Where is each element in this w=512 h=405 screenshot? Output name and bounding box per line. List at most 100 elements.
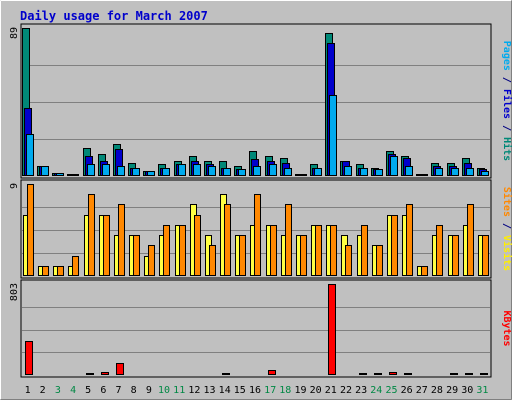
x-tick-day-19: 19 (294, 385, 306, 396)
x-tick-day-14: 14 (219, 385, 231, 396)
bar-kbytes-day-5 (86, 373, 94, 375)
x-tick-day-1: 1 (25, 385, 31, 396)
series-kbytes (25, 284, 488, 375)
bar-pages-day-23 (360, 168, 368, 176)
x-tick-day-8: 8 (131, 385, 137, 396)
panel-legend: KBytes (501, 310, 512, 346)
bar-pages-day-8 (132, 168, 140, 176)
x-tick-day-31: 31 (476, 385, 488, 396)
legend-entry-0: KBytes (501, 310, 512, 346)
x-tick-day-4: 4 (70, 385, 76, 396)
bar-pages-day-17 (269, 164, 277, 176)
bar-pages-day-7 (117, 166, 125, 176)
bar-pages-day-4 (71, 174, 79, 176)
bar-kbytes-day-31 (480, 373, 488, 375)
bar-sites-day-7 (118, 204, 125, 276)
bar-pages-day-21 (329, 95, 337, 176)
x-tick-day-22: 22 (340, 385, 352, 396)
bar-kbytes-day-29 (450, 373, 458, 375)
x-tick-day-17: 17 (264, 385, 276, 396)
y-max-label: 803 (9, 283, 20, 301)
bar-sites-day-23 (361, 225, 368, 276)
bar-sites-day-26 (406, 204, 413, 276)
bar-kbytes-day-25 (389, 372, 397, 375)
y-max-label: 9 (9, 183, 20, 189)
bar-sites-day-24 (376, 245, 383, 276)
bar-sites-day-22 (345, 245, 352, 276)
bar-kbytes-day-26 (404, 373, 412, 375)
bar-pages-day-20 (314, 168, 322, 176)
bar-pages-day-11 (178, 164, 186, 176)
bar-sites-day-13 (209, 245, 216, 276)
legend-entry-2: Visits (501, 235, 512, 271)
x-tick-day-10: 10 (158, 385, 170, 396)
x-tick-day-28: 28 (431, 385, 443, 396)
chart-panels: 89 Pages / Files / Hits 9 Sites / Visits 803… (9, 23, 512, 378)
bar-pages-day-5 (87, 164, 95, 176)
hits_panel: 89 Pages / Files / Hits (9, 23, 512, 179)
x-tick-day-24: 24 (370, 385, 382, 396)
x-tick-day-15: 15 (234, 385, 246, 396)
bar-pages-day-12 (193, 164, 201, 176)
legend-entry-1: / (501, 217, 512, 235)
y-max-label: 89 (9, 27, 20, 39)
bar-sites-day-27 (421, 266, 428, 276)
bar-sites-day-8 (133, 235, 140, 276)
x-tick-day-29: 29 (446, 385, 458, 396)
bar-pages-day-19 (299, 174, 307, 176)
bar-pages-day-25 (390, 156, 398, 176)
bar-kbytes-day-21 (328, 284, 336, 375)
bar-pages-day-14 (223, 168, 231, 176)
bar-pages-day-13 (208, 166, 216, 176)
bar-sites-day-15 (239, 235, 246, 276)
x-tick-day-7: 7 (115, 385, 121, 396)
bar-kbytes-day-17 (268, 370, 276, 375)
bar-sites-day-6 (103, 215, 110, 276)
legend-entry-3: / (501, 119, 512, 137)
x-tick-day-3: 3 (55, 385, 61, 396)
bar-sites-day-2 (42, 266, 49, 276)
panel-legend: Sites / Visits (501, 187, 512, 271)
bar-kbytes-day-6 (101, 372, 109, 375)
bar-sites-day-1 (27, 184, 34, 276)
bar-pages-day-22 (344, 166, 352, 176)
bar-sites-day-10 (163, 225, 170, 276)
chart-title: Daily usage for March 2007 (20, 9, 208, 23)
legend-entry-1: / (501, 71, 512, 89)
bar-pages-day-28 (435, 168, 443, 176)
bar-sites-day-29 (452, 235, 459, 276)
bar-pages-day-30 (466, 168, 474, 176)
bar-kbytes-day-24 (374, 373, 382, 375)
x-tick-day-5: 5 (85, 385, 91, 396)
x-tick-day-9: 9 (146, 385, 152, 396)
bar-pages-day-9 (147, 171, 155, 176)
x-axis: 1 2 3 4 5 6 7 8 9 10 11 12 13 14 15 16 17 18 19 20 21 22 23 24 2… (25, 385, 489, 396)
bar-pages-day-3 (56, 173, 64, 176)
series-pages (26, 95, 489, 176)
x-tick-day-21: 21 (325, 385, 337, 396)
legend-entry-0: Sites (501, 187, 512, 217)
bar-sites-day-3 (57, 266, 64, 276)
bar-sites-day-9 (148, 245, 155, 276)
bar-sites-day-18 (285, 204, 292, 276)
bar-kbytes-day-7 (116, 363, 124, 375)
legend-entry-2: Files (501, 89, 512, 119)
bar-kbytes-day-30 (465, 373, 473, 375)
bar-sites-day-30 (467, 204, 474, 276)
bar-sites-day-4 (72, 256, 79, 276)
bar-pages-day-29 (451, 168, 459, 176)
kbytes_panel: 803 KBytes (9, 279, 512, 378)
bar-sites-day-16 (254, 194, 261, 276)
bar-sites-day-25 (391, 215, 398, 276)
bar-sites-day-12 (194, 215, 201, 276)
bar-pages-day-16 (253, 166, 261, 176)
bar-kbytes-day-1 (25, 341, 33, 375)
bar-sites-day-5 (88, 194, 95, 276)
x-tick-day-13: 13 (203, 385, 215, 396)
plot-area (20, 279, 492, 378)
legend-entry-4: Hits (501, 137, 512, 161)
x-tick-day-6: 6 (100, 385, 106, 396)
visits_panel: 9 Sites / Visits (9, 179, 512, 279)
x-tick-day-16: 16 (249, 385, 261, 396)
